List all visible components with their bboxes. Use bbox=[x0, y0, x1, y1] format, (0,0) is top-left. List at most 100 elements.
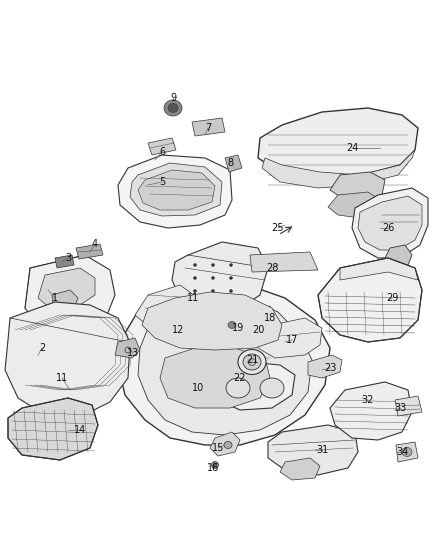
Ellipse shape bbox=[230, 277, 233, 279]
Polygon shape bbox=[8, 398, 98, 460]
Ellipse shape bbox=[260, 378, 284, 398]
Text: 13: 13 bbox=[127, 348, 139, 358]
Ellipse shape bbox=[238, 350, 266, 375]
Text: 3: 3 bbox=[65, 253, 71, 263]
Polygon shape bbox=[280, 458, 320, 480]
Polygon shape bbox=[142, 292, 282, 350]
Polygon shape bbox=[5, 302, 130, 418]
Polygon shape bbox=[330, 172, 385, 200]
Ellipse shape bbox=[213, 463, 217, 467]
Ellipse shape bbox=[168, 103, 178, 112]
Polygon shape bbox=[38, 268, 95, 308]
Ellipse shape bbox=[402, 448, 412, 456]
Polygon shape bbox=[255, 318, 322, 358]
Text: 5: 5 bbox=[159, 177, 165, 187]
Polygon shape bbox=[118, 155, 232, 228]
Polygon shape bbox=[130, 163, 222, 216]
Polygon shape bbox=[330, 382, 412, 440]
Polygon shape bbox=[25, 255, 115, 335]
Polygon shape bbox=[210, 432, 240, 456]
Ellipse shape bbox=[230, 303, 233, 305]
Polygon shape bbox=[225, 155, 242, 172]
Polygon shape bbox=[318, 258, 422, 342]
Polygon shape bbox=[182, 325, 228, 348]
Polygon shape bbox=[148, 138, 176, 155]
Text: 2: 2 bbox=[39, 343, 45, 353]
Text: 15: 15 bbox=[212, 443, 224, 453]
Polygon shape bbox=[172, 242, 268, 312]
Polygon shape bbox=[208, 362, 295, 410]
Polygon shape bbox=[268, 425, 358, 475]
Polygon shape bbox=[358, 196, 422, 250]
Polygon shape bbox=[76, 244, 103, 259]
Polygon shape bbox=[385, 245, 412, 265]
Text: 24: 24 bbox=[346, 143, 358, 153]
Text: 32: 32 bbox=[362, 395, 374, 405]
Ellipse shape bbox=[194, 277, 197, 279]
Polygon shape bbox=[250, 318, 270, 332]
Text: 6: 6 bbox=[159, 147, 165, 157]
Ellipse shape bbox=[212, 303, 215, 305]
Text: 33: 33 bbox=[394, 403, 406, 413]
Polygon shape bbox=[395, 396, 422, 416]
Text: 17: 17 bbox=[286, 335, 298, 345]
Text: 21: 21 bbox=[246, 355, 258, 365]
Polygon shape bbox=[52, 290, 78, 314]
Ellipse shape bbox=[194, 303, 197, 305]
Text: 4: 4 bbox=[92, 239, 98, 249]
Ellipse shape bbox=[243, 354, 261, 370]
Polygon shape bbox=[252, 306, 275, 322]
Text: 7: 7 bbox=[205, 123, 211, 133]
Text: 18: 18 bbox=[264, 313, 276, 323]
Polygon shape bbox=[396, 442, 418, 462]
Text: 28: 28 bbox=[266, 263, 278, 273]
Ellipse shape bbox=[212, 462, 219, 469]
Ellipse shape bbox=[228, 321, 236, 328]
Text: 16: 16 bbox=[207, 463, 219, 473]
Polygon shape bbox=[192, 118, 225, 136]
Ellipse shape bbox=[224, 441, 232, 448]
Ellipse shape bbox=[164, 100, 182, 116]
Polygon shape bbox=[250, 252, 318, 272]
Polygon shape bbox=[55, 255, 74, 268]
Text: 31: 31 bbox=[316, 445, 328, 455]
Polygon shape bbox=[115, 338, 140, 358]
Polygon shape bbox=[118, 282, 330, 445]
Polygon shape bbox=[262, 150, 415, 188]
Ellipse shape bbox=[230, 289, 233, 293]
Polygon shape bbox=[160, 348, 270, 408]
Text: 8: 8 bbox=[227, 158, 233, 168]
Ellipse shape bbox=[194, 289, 197, 293]
Polygon shape bbox=[258, 108, 418, 178]
Text: 1: 1 bbox=[52, 293, 58, 303]
Text: 29: 29 bbox=[386, 293, 398, 303]
Text: 20: 20 bbox=[252, 325, 264, 335]
Text: 26: 26 bbox=[382, 223, 394, 233]
Polygon shape bbox=[138, 170, 215, 210]
Ellipse shape bbox=[226, 378, 250, 398]
Text: 14: 14 bbox=[74, 425, 86, 435]
Ellipse shape bbox=[212, 263, 215, 266]
Text: 11: 11 bbox=[56, 373, 68, 383]
Ellipse shape bbox=[194, 263, 197, 266]
Polygon shape bbox=[340, 258, 418, 280]
Text: 34: 34 bbox=[396, 447, 408, 457]
Text: 12: 12 bbox=[172, 325, 184, 335]
Ellipse shape bbox=[248, 359, 256, 366]
Text: 11: 11 bbox=[187, 293, 199, 303]
Text: 19: 19 bbox=[232, 323, 244, 333]
Text: 10: 10 bbox=[192, 383, 204, 393]
Polygon shape bbox=[328, 192, 380, 218]
Polygon shape bbox=[28, 338, 58, 362]
Polygon shape bbox=[352, 188, 428, 258]
Text: 22: 22 bbox=[234, 373, 246, 383]
Polygon shape bbox=[308, 355, 342, 378]
Text: 23: 23 bbox=[324, 363, 336, 373]
Polygon shape bbox=[135, 285, 198, 332]
Ellipse shape bbox=[212, 289, 215, 293]
Text: 9: 9 bbox=[170, 93, 176, 103]
Text: 25: 25 bbox=[272, 223, 284, 233]
Polygon shape bbox=[138, 295, 312, 435]
Ellipse shape bbox=[212, 277, 215, 279]
Ellipse shape bbox=[230, 263, 233, 266]
